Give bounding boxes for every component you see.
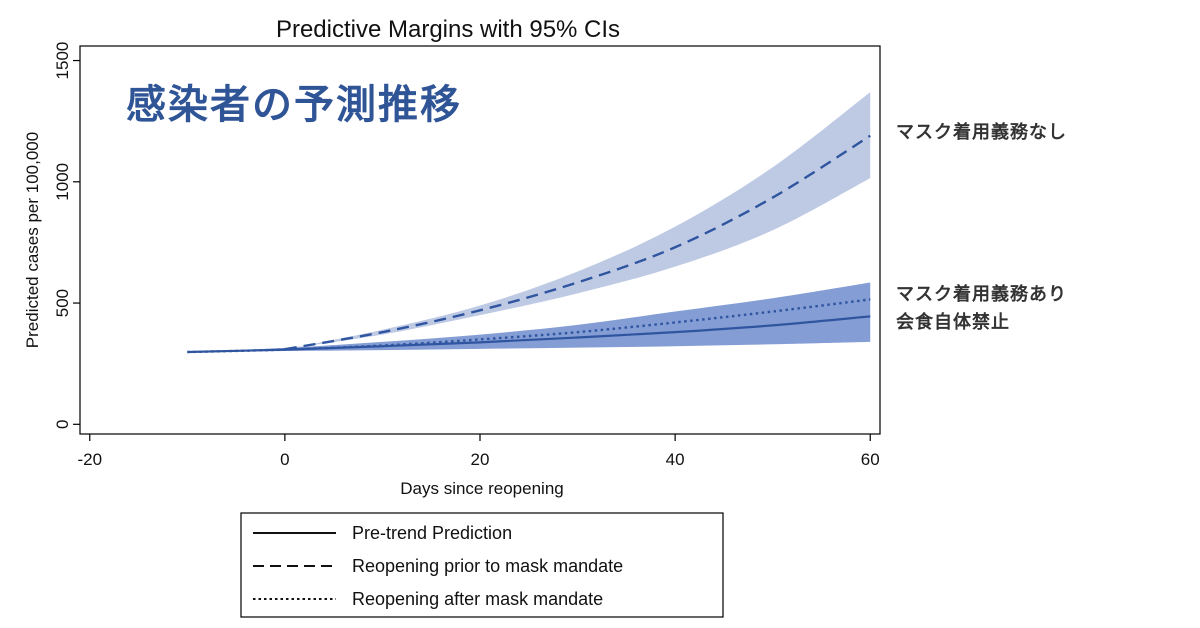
series-line-1 <box>187 315 871 354</box>
annotation-dining-ban: 会食自体禁止 <box>896 311 1010 333</box>
chart-title: Predictive Margins with 95% CIs <box>276 16 620 43</box>
legend-label-3: Reopening after mask mandate <box>352 589 603 609</box>
x-tick-label: 60 <box>861 450 880 469</box>
x-tick-label: 20 <box>471 450 490 469</box>
legend-label-1: Pre-trend Prediction <box>352 523 512 543</box>
x-tick-label: 40 <box>666 450 685 469</box>
y-tick-label: 500 <box>53 289 72 317</box>
x-tick-label: -20 <box>77 450 102 469</box>
legend-items: Pre-trend Prediction Reopening prior to m… <box>253 523 623 609</box>
series-line-3 <box>187 298 871 354</box>
x-tick-label: 0 <box>280 450 289 469</box>
y-tick-label: 1500 <box>53 42 72 80</box>
x-axis-ticks: -20 0 20 40 60 <box>77 434 880 469</box>
series-line-2 <box>284 134 871 351</box>
y-axis-ticks: 0 500 1000 1500 <box>53 42 80 429</box>
annotation-no-mask-mandate: マスク着用義務なし <box>896 121 1067 143</box>
y-tick-label: 1000 <box>53 163 72 201</box>
legend-label-2: Reopening prior to mask mandate <box>352 556 623 576</box>
y-axis-label: Predicted cases per 100,000 <box>23 132 42 348</box>
ci-band-pre-trend <box>187 282 871 353</box>
annotation-mask-mandate: マスク着用義務あり <box>896 283 1067 305</box>
x-axis-label: Days since reopening <box>400 479 563 498</box>
series-lines <box>187 134 871 354</box>
overlay-title: 感染者の予測推移 <box>126 82 462 128</box>
ci-band-prior-mask <box>284 92 871 350</box>
legend: Pre-trend Prediction Reopening prior to m… <box>240 512 724 618</box>
ci-bands <box>187 92 871 353</box>
y-tick-label: 0 <box>53 420 72 429</box>
